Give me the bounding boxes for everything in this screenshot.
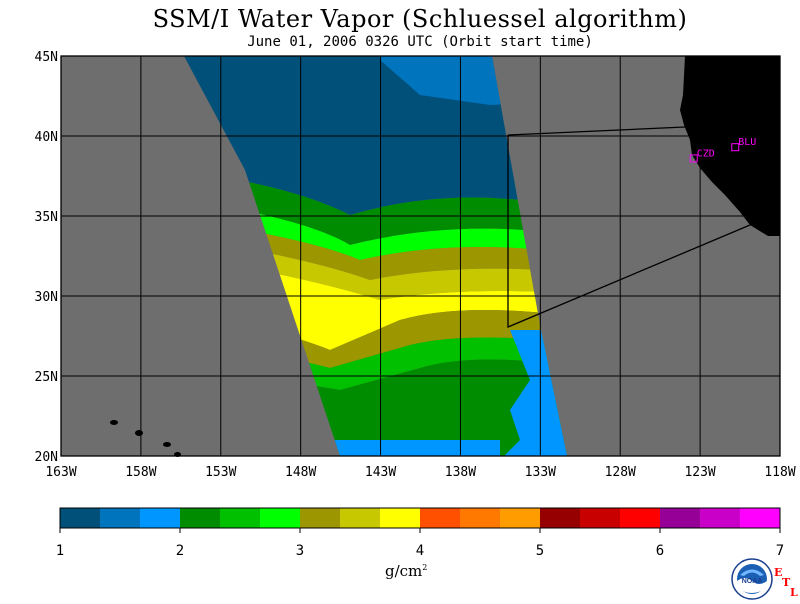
colorbar-swatch	[620, 508, 661, 528]
vapor-band-lightblue-south	[500, 330, 567, 456]
lon-label: 158W	[125, 465, 156, 480]
colorbar-swatch	[700, 508, 741, 528]
map-frame	[60, 55, 781, 457]
colorbar-swatch	[460, 508, 501, 528]
station-marker	[689, 154, 698, 163]
station-label: BLU	[738, 137, 756, 148]
region-boundary-top	[507, 126, 686, 136]
colorbar-swatch	[260, 508, 301, 528]
station-czd: CZD	[689, 148, 715, 163]
etl-letter-t: T	[782, 576, 791, 589]
hawaii-island-0	[110, 420, 118, 425]
lon-label: 118W	[764, 465, 795, 480]
svg-text:NOAA: NOAA	[742, 578, 763, 585]
station-marker	[731, 143, 740, 152]
noaa-logo: NOAA	[731, 558, 773, 600]
lon-label: 163W	[45, 465, 76, 480]
colorbar-unit-label: g/cm2	[385, 562, 427, 580]
colorbar-swatch	[420, 508, 461, 528]
colorbar-swatch	[60, 508, 101, 528]
lon-label: 133W	[525, 465, 556, 480]
map-axes: 20N 25N 30N 35N 40N 45N 163W 158W 153W 148W 143W 13…	[35, 50, 796, 480]
etl-letter-e: E	[774, 566, 783, 579]
colorbar-tick-label: 5	[536, 543, 544, 559]
colorbar-tick-label: 2	[176, 543, 184, 559]
lat-label: 30N	[35, 290, 58, 305]
colorbar-swatch	[340, 508, 381, 528]
colorbar-swatch	[220, 508, 261, 528]
colorbar-tick-label: 3	[296, 543, 304, 559]
colorbar-tick-label: 7	[776, 543, 784, 559]
colorbar-tick-label: 4	[416, 543, 424, 559]
map-title: SSM/I Water Vapor (Schluessel algorithm)	[152, 5, 688, 33]
lat-label: 35N	[35, 210, 58, 225]
station-blu: BLU	[731, 137, 756, 152]
unit-text: g/cm	[385, 562, 423, 580]
colorbar-tick-label: 6	[656, 543, 664, 559]
region-boundary-line	[507, 135, 751, 328]
hawaii-island-1	[135, 430, 143, 436]
colorbar-tick-label: 1	[56, 543, 64, 559]
north-america-land	[680, 56, 780, 236]
lat-label: 25N	[35, 370, 58, 385]
lon-label: 128W	[605, 465, 636, 480]
map-plot-area: CZD BLU	[60, 55, 781, 457]
lon-label: 153W	[205, 465, 236, 480]
colorbar-swatch	[580, 508, 621, 528]
colorbar-swatch	[380, 508, 421, 528]
lon-label: 148W	[285, 465, 316, 480]
colorbar-swatch	[180, 508, 221, 528]
vapor-band-lightblue-edge	[330, 440, 500, 456]
vapor-band-olive-north	[184, 215, 567, 280]
lon-label: 123W	[684, 465, 715, 480]
lat-label: 45N	[35, 50, 58, 65]
vapor-band-khaki-north	[184, 232, 567, 300]
colorbar-swatch	[660, 508, 701, 528]
station-label: CZD	[697, 148, 715, 159]
colorbar-swatch	[740, 508, 781, 528]
vapor-band-darkgreen-north	[184, 168, 567, 245]
lon-label: 143W	[365, 465, 396, 480]
map-subtitle: June 01, 2006 0326 UTC (Orbit start time…	[247, 34, 593, 50]
gridlines	[61, 56, 780, 456]
etl-letter-l: L	[790, 586, 798, 599]
colorbar-swatch	[140, 508, 181, 528]
lon-label: 138W	[445, 465, 476, 480]
colorbar: 1 2 3 4 5 6 7	[56, 507, 784, 559]
lat-label: 40N	[35, 130, 58, 145]
colorbar-swatch	[300, 508, 341, 528]
vapor-band-lime-north	[184, 195, 567, 260]
unit-exponent: 2	[422, 563, 428, 572]
colorbar-swatch	[500, 508, 541, 528]
lat-label: 20N	[35, 450, 58, 465]
colorbar-swatch	[100, 508, 141, 528]
colorbar-swatch	[540, 508, 581, 528]
hawaii-island-2	[163, 442, 171, 447]
